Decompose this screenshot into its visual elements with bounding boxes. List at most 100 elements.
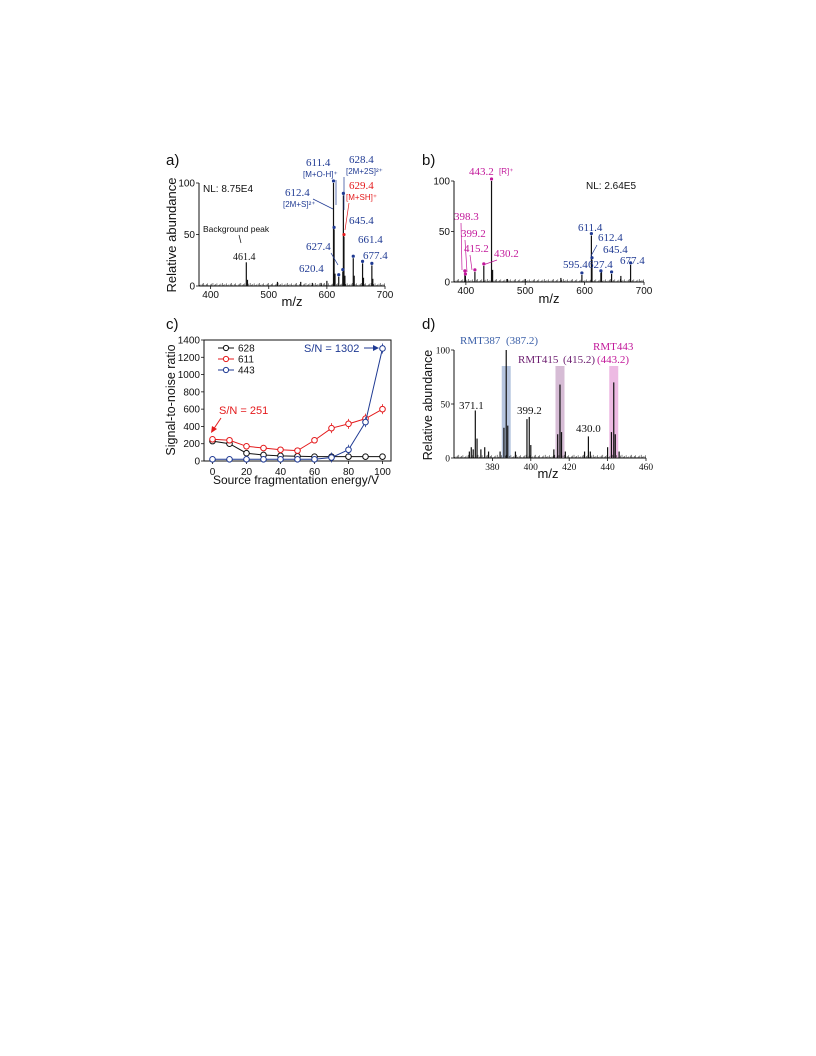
annotation-627-b: 627.4	[588, 259, 613, 271]
data-point-611	[209, 436, 216, 443]
data-point-443	[260, 455, 267, 463]
peak-marker	[589, 231, 593, 236]
peak-marker	[342, 232, 346, 237]
panel-label-b: b)	[422, 152, 435, 169]
data-point-443	[379, 345, 386, 352]
x-tick-label-c: 60	[309, 467, 321, 478]
x-tick-label-c: 100	[374, 467, 391, 478]
y-axis-label-a: Relative abundance	[164, 178, 179, 293]
x-ticks-d: 380 400 420 440 460	[485, 458, 653, 473]
y-ticks-d: 0 50 100	[436, 347, 454, 465]
peak-marker	[580, 271, 584, 275]
annotation-430-d: 430.0	[576, 423, 601, 435]
annotation-628-mz: 628.4	[349, 154, 374, 166]
arrowhead-sn-251	[211, 426, 217, 433]
annotation-645: 645.4	[349, 215, 374, 227]
panel-label-a: a)	[166, 152, 179, 169]
y-axis-label-c: Signal-to-noise ratio	[164, 344, 178, 455]
data-point-628	[362, 453, 369, 460]
x-tick-label-c: 80	[343, 467, 355, 478]
y-tick-label-c: 600	[183, 405, 200, 416]
data-point-443	[209, 455, 216, 463]
data-point-611	[345, 420, 352, 428]
annotation-430: 430.2	[494, 248, 519, 260]
y-tick-label-c: 1000	[178, 370, 201, 381]
x-tick-label-d: 460	[639, 463, 654, 473]
x-tick-label-c: 40	[275, 467, 287, 478]
peaks-a	[199, 179, 385, 286]
y-tick-label-c: 200	[183, 439, 200, 450]
y-tick-label-d: 50	[441, 401, 451, 411]
peak-marker	[341, 191, 345, 195]
data-point-443	[243, 455, 250, 463]
x-tick-label-d: 400	[524, 463, 539, 473]
annotation-rmt415-mz: (415.2)	[563, 354, 595, 366]
annotation-rmt387-mz: (387.2)	[506, 335, 538, 347]
legend-label-628: 628	[238, 344, 255, 355]
annotation-612-ion: [2M+S]²⁺	[283, 200, 315, 209]
data-point-611	[277, 446, 284, 454]
peak-marker	[609, 270, 614, 274]
annotation-371: 371.1	[459, 400, 484, 412]
y-tick-label-c: 0	[194, 457, 200, 468]
annotation-661: 661.4	[358, 234, 383, 246]
x-tick-label-a: 400	[202, 290, 219, 301]
data-point-611	[311, 436, 318, 444]
annotation-399-d: 399.2	[517, 405, 542, 417]
annotation-443-ion: [R]⁺	[499, 167, 513, 176]
x-tick-label-b: 500	[517, 286, 534, 297]
y-tick-label-c: 400	[183, 422, 200, 433]
data-point-628	[243, 449, 250, 457]
legend-label-443: 443	[238, 366, 255, 377]
y-ticks-b: 0 50 100	[433, 177, 454, 289]
y-tick-label-b: 0	[444, 278, 450, 289]
annotation-461: 461.4	[233, 252, 256, 263]
arrowhead-sn-1302	[373, 345, 379, 351]
peak-marker	[360, 259, 365, 263]
panel-c-snr-plot: Signal-to-noise ratio Source fragmentati…	[164, 336, 392, 487]
peak-marker	[599, 269, 603, 273]
peaks-b	[454, 177, 644, 282]
x-tick-label-d: 380	[485, 463, 500, 473]
x-axis-label-a: m/z	[282, 294, 303, 309]
annotation-611-ion: [M+O-H]⁺	[303, 170, 338, 179]
x-tick-label-a: 500	[260, 290, 277, 301]
annotation-background-peak: Background peak	[203, 224, 270, 234]
data-point-443	[311, 455, 318, 463]
y-tick-label-d: 100	[436, 347, 451, 357]
x-ticks-a: 400 500 600 700	[202, 286, 394, 301]
peak-marker	[489, 177, 494, 181]
leader-background-peak	[238, 234, 242, 244]
y-tick-label-d: 0	[445, 455, 450, 465]
data-point-611	[328, 424, 335, 432]
x-tick-label-a: 700	[377, 290, 394, 301]
y-tick-label-a: 0	[189, 282, 195, 293]
data-point-611	[294, 447, 301, 454]
y-tick-label-b: 50	[439, 227, 451, 238]
annotation-398: 398.3	[454, 211, 479, 223]
x-ticks-b: 400 500 600 700	[458, 282, 653, 297]
data-point-443	[328, 454, 335, 461]
annotation-645-b: 645.4	[603, 244, 628, 256]
data-point-443	[362, 418, 369, 426]
annotation-611-mz: 611.4	[306, 157, 331, 169]
annotation-628-ion: [2M+2S]²⁺	[346, 167, 383, 176]
peak-marker	[337, 273, 341, 277]
legend-marker	[222, 344, 230, 352]
x-axis-label-d: m/z	[538, 466, 559, 481]
annotation-sn-251: S/N = 251	[219, 405, 268, 417]
leaders-a	[312, 177, 350, 266]
annotation-415: 415.2	[464, 243, 489, 255]
annotation-rmt387: RMT387	[460, 335, 501, 347]
x-tick-label-c: 0	[210, 467, 216, 478]
x-axis-label-b: m/z	[539, 291, 560, 306]
x-tick-label-c: 20	[241, 467, 253, 478]
data-point-611	[226, 436, 233, 444]
data-point-443	[226, 455, 233, 463]
panel-a-spectrum: Relative abundance m/z NL: 8.75E4 400 500…	[164, 154, 394, 309]
annotation-595-b: 595.4	[563, 259, 588, 271]
data-point-611	[243, 443, 250, 450]
annotation-rmt415: RMT415	[518, 354, 559, 366]
